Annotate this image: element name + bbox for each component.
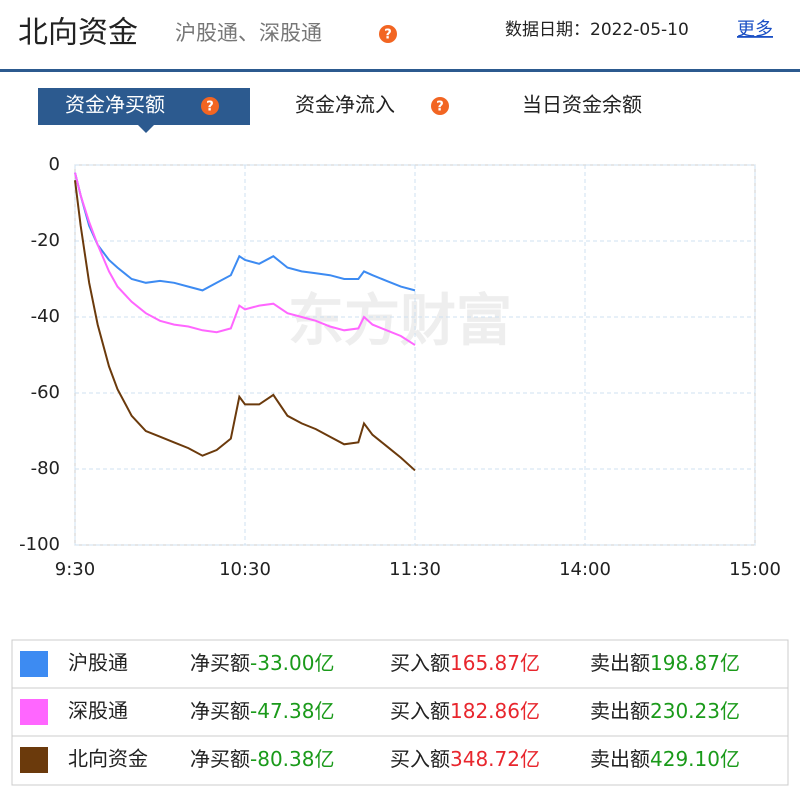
svg-text:?: ?	[206, 100, 214, 115]
legend-label: 深股通	[68, 699, 128, 723]
tab[interactable]: 资金净流入 ?	[295, 93, 449, 117]
tab-label[interactable]: 当日资金余额	[522, 93, 642, 117]
legend-label: 北向资金	[68, 747, 148, 771]
legend-swatch	[20, 651, 48, 677]
cell-value: 348.72亿	[450, 747, 540, 771]
cell-value: 429.10亿	[650, 747, 740, 771]
cell-label: 净买额	[190, 651, 250, 675]
summary-cell: 净买额-33.00亿	[190, 651, 334, 675]
legend-swatch	[20, 747, 48, 773]
series-line	[74, 172, 416, 292]
cell-label: 净买额	[190, 699, 250, 723]
cell-label: 买入额	[390, 747, 450, 771]
svg-text:?: ?	[384, 28, 392, 43]
cell-label: 买入额	[390, 651, 450, 675]
x-tick-label: 11:30	[389, 559, 441, 580]
tab-active[interactable]: 资金净买额 ?	[38, 88, 250, 133]
y-tick-label: 0	[49, 154, 60, 175]
summary-table	[11, 639, 789, 786]
cell-label: 净买额	[190, 747, 250, 771]
cell-label: 卖出额	[590, 651, 650, 675]
help-icon: ?	[379, 25, 397, 43]
cell-value: 230.23亿	[650, 699, 740, 723]
x-tick-label: 14:00	[559, 559, 611, 580]
cell-value: -47.38亿	[250, 699, 334, 723]
svg-text:?: ?	[436, 100, 444, 115]
summary-cell: 净买额-80.38亿	[190, 747, 334, 771]
date-label: 数据日期：	[505, 20, 590, 40]
summary-cell: 卖出额230.23亿	[590, 699, 740, 723]
cell-label: 买入额	[390, 699, 450, 723]
y-tick-label: -80	[31, 458, 60, 479]
summary-cell: 净买额-47.38亿	[190, 699, 334, 723]
legend-swatch	[20, 699, 48, 725]
summary-cell: 买入额165.87亿	[390, 651, 540, 675]
y-tick-label: -40	[31, 306, 60, 327]
cell-label: 卖出额	[590, 747, 650, 771]
cell-value: -80.38亿	[250, 747, 334, 771]
x-tick-label: 10:30	[219, 559, 271, 580]
watermark: 东方财富	[288, 289, 512, 354]
cell-label: 卖出额	[590, 699, 650, 723]
header-rule	[0, 69, 800, 72]
x-tick-label: 9:30	[55, 559, 95, 580]
cell-value: 182.86亿	[450, 699, 540, 723]
y-tick-label: -60	[31, 382, 60, 403]
summary-cell: 卖出额198.87亿	[590, 651, 740, 675]
more-link[interactable]: 更多	[737, 19, 773, 40]
date: 2022-05-10	[590, 20, 689, 40]
legend-label: 沪股通	[68, 651, 128, 675]
x-tick-label: 15:00	[729, 559, 781, 580]
series-line	[74, 180, 416, 472]
y-tick-label: -20	[31, 230, 60, 251]
tab-label[interactable]: 资金净流入	[295, 93, 395, 117]
summary-cell: 买入额348.72亿	[390, 747, 540, 771]
subtitle: 沪股通、深股通	[175, 21, 322, 45]
summary-cell: 买入额182.86亿	[390, 699, 540, 723]
summary-cell: 卖出额429.10亿	[590, 747, 740, 771]
cell-value: 165.87亿	[450, 651, 540, 675]
y-tick-label: -100	[19, 534, 60, 555]
cell-value: -33.00亿	[250, 651, 334, 675]
series-line	[74, 172, 416, 346]
tab-label[interactable]: 资金净买额	[65, 93, 165, 117]
date-line: 数据日期：2022-05-10	[505, 20, 689, 40]
cell-value: 198.87亿	[650, 651, 740, 675]
page-title: 北向资金	[18, 16, 138, 51]
